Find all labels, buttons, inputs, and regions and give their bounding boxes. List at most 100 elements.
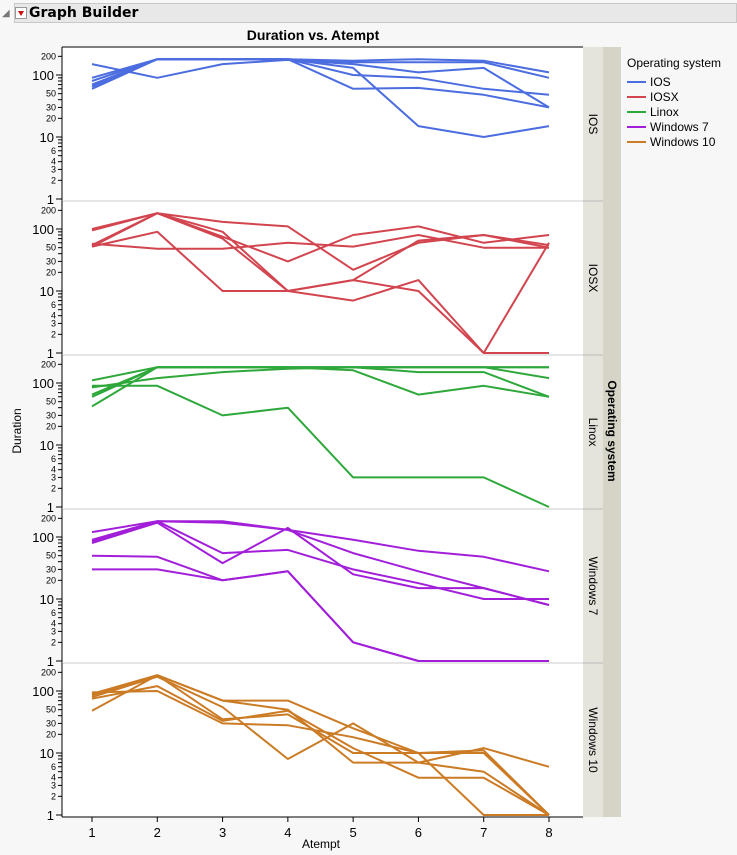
y-tick-label: 3 <box>51 318 56 328</box>
y-tick-label: 100 <box>32 530 54 545</box>
x-tick-label: 3 <box>219 825 226 840</box>
plot-area <box>62 47 583 817</box>
panel-label: Windows 10 <box>586 707 600 773</box>
y-tick-label: 3 <box>51 164 56 174</box>
legend-item: IOSX <box>650 90 679 104</box>
x-tick-label: 5 <box>350 825 357 840</box>
y-tick-label: 1 <box>47 500 54 515</box>
y-tick-label: 4 <box>51 619 56 629</box>
y-tick-label: 10 <box>40 130 54 145</box>
window-title: Graph Builder <box>29 5 139 21</box>
y-tick-label: 30 <box>46 410 56 420</box>
y-tick-label: 100 <box>32 376 54 391</box>
y-tick-label: 50 <box>46 397 56 407</box>
y-tick-label: 1 <box>47 192 54 207</box>
y-tick-label: 2 <box>51 791 56 801</box>
y-tick-label: 10 <box>40 746 54 761</box>
legend-item: IOS <box>650 75 671 89</box>
series-line-windows-10 <box>91 674 550 816</box>
series-line-windows-7 <box>91 520 550 606</box>
panel-label: IOS <box>586 114 600 135</box>
y-tick-label: 4 <box>51 157 56 167</box>
y-tick-label: 20 <box>46 421 56 431</box>
y-tick-label: 50 <box>46 89 56 99</box>
y-tick-label: 4 <box>51 773 56 783</box>
legend-title: Operating system <box>627 56 721 70</box>
y-tick-label: 6 <box>51 146 56 156</box>
y-tick-label: 100 <box>32 684 54 699</box>
y-tick-label: 50 <box>46 705 56 715</box>
y-tick-label: 6 <box>51 608 56 618</box>
x-axis-label: Atempt <box>302 837 341 851</box>
y-tick-label: 2 <box>51 637 56 647</box>
red-triangle-menu-icon[interactable] <box>15 7 27 19</box>
y-tick-label: 50 <box>46 243 56 253</box>
series-line-windows-10 <box>91 674 550 816</box>
x-tick-label: 8 <box>545 825 552 840</box>
y-tick-label: 50 <box>46 551 56 561</box>
y-tick-label: 4 <box>51 311 56 321</box>
legend-item: Linox <box>650 105 679 119</box>
y-tick-label: 100 <box>32 222 54 237</box>
y-tick-label: 10 <box>40 592 54 607</box>
y-tick-label: 200 <box>41 205 56 215</box>
series-line-ios <box>91 58 550 138</box>
x-tick-label: 2 <box>154 825 161 840</box>
y-tick-label: 6 <box>51 300 56 310</box>
y-tick-label: 4 <box>51 465 56 475</box>
y-tick-label: 10 <box>40 284 54 299</box>
facet-label: Operating system <box>605 380 619 481</box>
x-tick-label: 1 <box>88 825 95 840</box>
y-tick-label: 6 <box>51 762 56 772</box>
y-tick-label: 30 <box>46 718 56 728</box>
series-line-windows-7 <box>92 568 549 662</box>
y-tick-label: 2 <box>51 175 56 185</box>
series-line-windows-7 <box>91 520 549 600</box>
y-tick-label: 3 <box>51 472 56 482</box>
y-tick-label: 20 <box>46 113 56 123</box>
y-tick-label: 1 <box>47 346 54 361</box>
y-tick-label: 2 <box>51 329 56 339</box>
panel-label: Linox <box>586 418 600 447</box>
series-line-linox <box>91 366 549 408</box>
panel-strip <box>583 47 603 817</box>
disclosure-triangle-icon[interactable]: ◢ <box>2 8 10 19</box>
y-tick-label: 1 <box>47 654 54 669</box>
y-tick-label: 1 <box>47 808 54 823</box>
panel-label: Windows 7 <box>586 557 600 616</box>
series-line-iosx <box>91 234 549 250</box>
y-tick-label: 2 <box>51 483 56 493</box>
series-line-windows-10 <box>91 685 550 816</box>
y-tick-label: 20 <box>46 575 56 585</box>
legend-item: Windows 7 <box>650 120 709 134</box>
y-axis-label: Duration <box>10 408 24 453</box>
y-tick-label: 100 <box>32 68 54 83</box>
y-tick-label: 200 <box>41 513 56 523</box>
chart-title: Duration vs. Atempt <box>247 27 380 43</box>
y-tick-label: 3 <box>51 780 56 790</box>
x-tick-label: 6 <box>415 825 422 840</box>
series-line-linox <box>92 384 550 508</box>
x-tick-label: 4 <box>284 825 291 840</box>
series-line-windows-7 <box>91 521 550 606</box>
legend-item: Windows 10 <box>650 135 716 149</box>
y-tick-label: 20 <box>46 267 56 277</box>
y-tick-label: 200 <box>41 51 56 61</box>
series-line-iosx <box>91 212 550 354</box>
y-tick-label: 200 <box>41 359 56 369</box>
y-tick-label: 10 <box>40 438 54 453</box>
y-tick-label: 6 <box>51 454 56 464</box>
y-tick-label: 200 <box>41 667 56 677</box>
series-line-iosx <box>91 230 550 292</box>
series-line-ios <box>91 58 550 109</box>
y-tick-label: 30 <box>46 102 56 112</box>
panel-label: IOSX <box>586 264 600 293</box>
y-tick-label: 30 <box>46 256 56 266</box>
y-tick-label: 20 <box>46 729 56 739</box>
y-tick-label: 30 <box>46 564 56 574</box>
y-tick-label: 3 <box>51 626 56 636</box>
series-line-windows-10 <box>91 690 549 816</box>
facet-strip <box>603 47 621 817</box>
